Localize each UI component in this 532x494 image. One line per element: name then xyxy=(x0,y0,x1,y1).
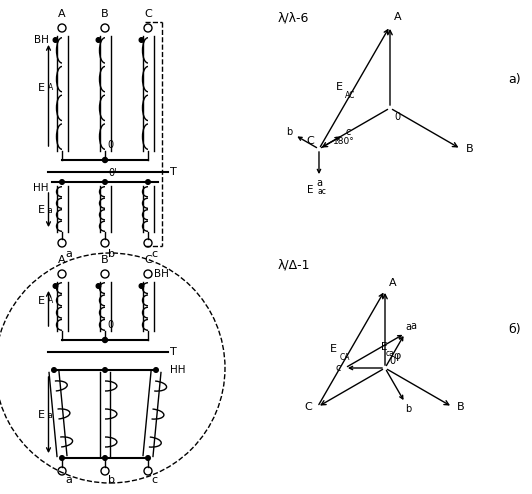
Text: a: a xyxy=(47,206,52,215)
Text: BH: BH xyxy=(34,35,48,45)
Circle shape xyxy=(96,38,101,42)
Text: 0': 0' xyxy=(108,168,117,178)
Circle shape xyxy=(53,38,58,42)
Text: 0: 0 xyxy=(394,112,400,122)
Text: а): а) xyxy=(508,74,521,86)
Text: 0: 0 xyxy=(389,356,395,366)
Text: A: A xyxy=(47,296,53,305)
Circle shape xyxy=(103,455,107,460)
Text: B: B xyxy=(101,255,109,265)
Text: E: E xyxy=(336,82,343,92)
Text: ca: ca xyxy=(386,349,395,358)
Circle shape xyxy=(146,455,151,460)
Circle shape xyxy=(96,284,101,288)
Text: A: A xyxy=(58,255,66,265)
Text: E: E xyxy=(330,343,337,354)
Circle shape xyxy=(60,180,64,184)
Text: 0: 0 xyxy=(107,320,113,330)
Text: 180°: 180° xyxy=(333,136,355,146)
Text: b: b xyxy=(405,404,412,413)
Circle shape xyxy=(154,368,159,372)
Text: C: C xyxy=(144,9,152,19)
Text: λ/Δ-1: λ/Δ-1 xyxy=(278,258,311,271)
Circle shape xyxy=(52,368,56,372)
Circle shape xyxy=(139,284,144,288)
Circle shape xyxy=(103,337,107,342)
Text: CA: CA xyxy=(339,353,350,362)
Text: B: B xyxy=(466,144,473,154)
Circle shape xyxy=(103,158,107,163)
Text: C: C xyxy=(305,402,312,412)
Text: a: a xyxy=(47,411,52,420)
Text: b: b xyxy=(286,127,293,137)
Text: B: B xyxy=(456,402,464,412)
Text: b: b xyxy=(108,249,115,259)
Text: HH: HH xyxy=(33,183,48,193)
Circle shape xyxy=(53,284,58,288)
Text: a: a xyxy=(410,322,416,331)
Text: c: c xyxy=(335,363,340,373)
Text: E: E xyxy=(37,205,45,215)
Text: T: T xyxy=(170,167,177,177)
Text: C: C xyxy=(144,255,152,265)
Text: E: E xyxy=(307,185,314,195)
Circle shape xyxy=(103,368,107,372)
Text: b: b xyxy=(108,475,115,485)
Text: AC: AC xyxy=(345,91,355,100)
Text: c: c xyxy=(151,249,157,259)
Text: A: A xyxy=(58,9,66,19)
Text: E: E xyxy=(37,296,45,306)
Text: B: B xyxy=(101,9,109,19)
Text: E: E xyxy=(37,410,45,420)
Text: C: C xyxy=(306,136,314,146)
Text: E: E xyxy=(37,83,45,93)
Text: a: a xyxy=(405,322,411,332)
Text: c: c xyxy=(151,475,157,485)
Text: a: a xyxy=(65,475,72,485)
Text: c: c xyxy=(346,127,351,137)
Text: б): б) xyxy=(508,324,521,336)
Circle shape xyxy=(139,38,144,42)
Text: A: A xyxy=(394,12,402,22)
Text: λ/λ-6: λ/λ-6 xyxy=(278,12,310,25)
Text: a: a xyxy=(65,249,72,259)
Text: φ: φ xyxy=(393,351,401,361)
Circle shape xyxy=(146,180,151,184)
Text: HH: HH xyxy=(170,365,186,375)
Text: E: E xyxy=(381,342,387,352)
Text: BH: BH xyxy=(154,269,169,279)
Text: A: A xyxy=(47,83,53,92)
Text: a: a xyxy=(316,178,322,188)
Text: 0: 0 xyxy=(107,140,113,150)
Text: A: A xyxy=(389,278,397,288)
Circle shape xyxy=(60,455,64,460)
Circle shape xyxy=(103,180,107,184)
Text: T: T xyxy=(170,347,177,357)
Text: ac: ac xyxy=(318,187,327,196)
